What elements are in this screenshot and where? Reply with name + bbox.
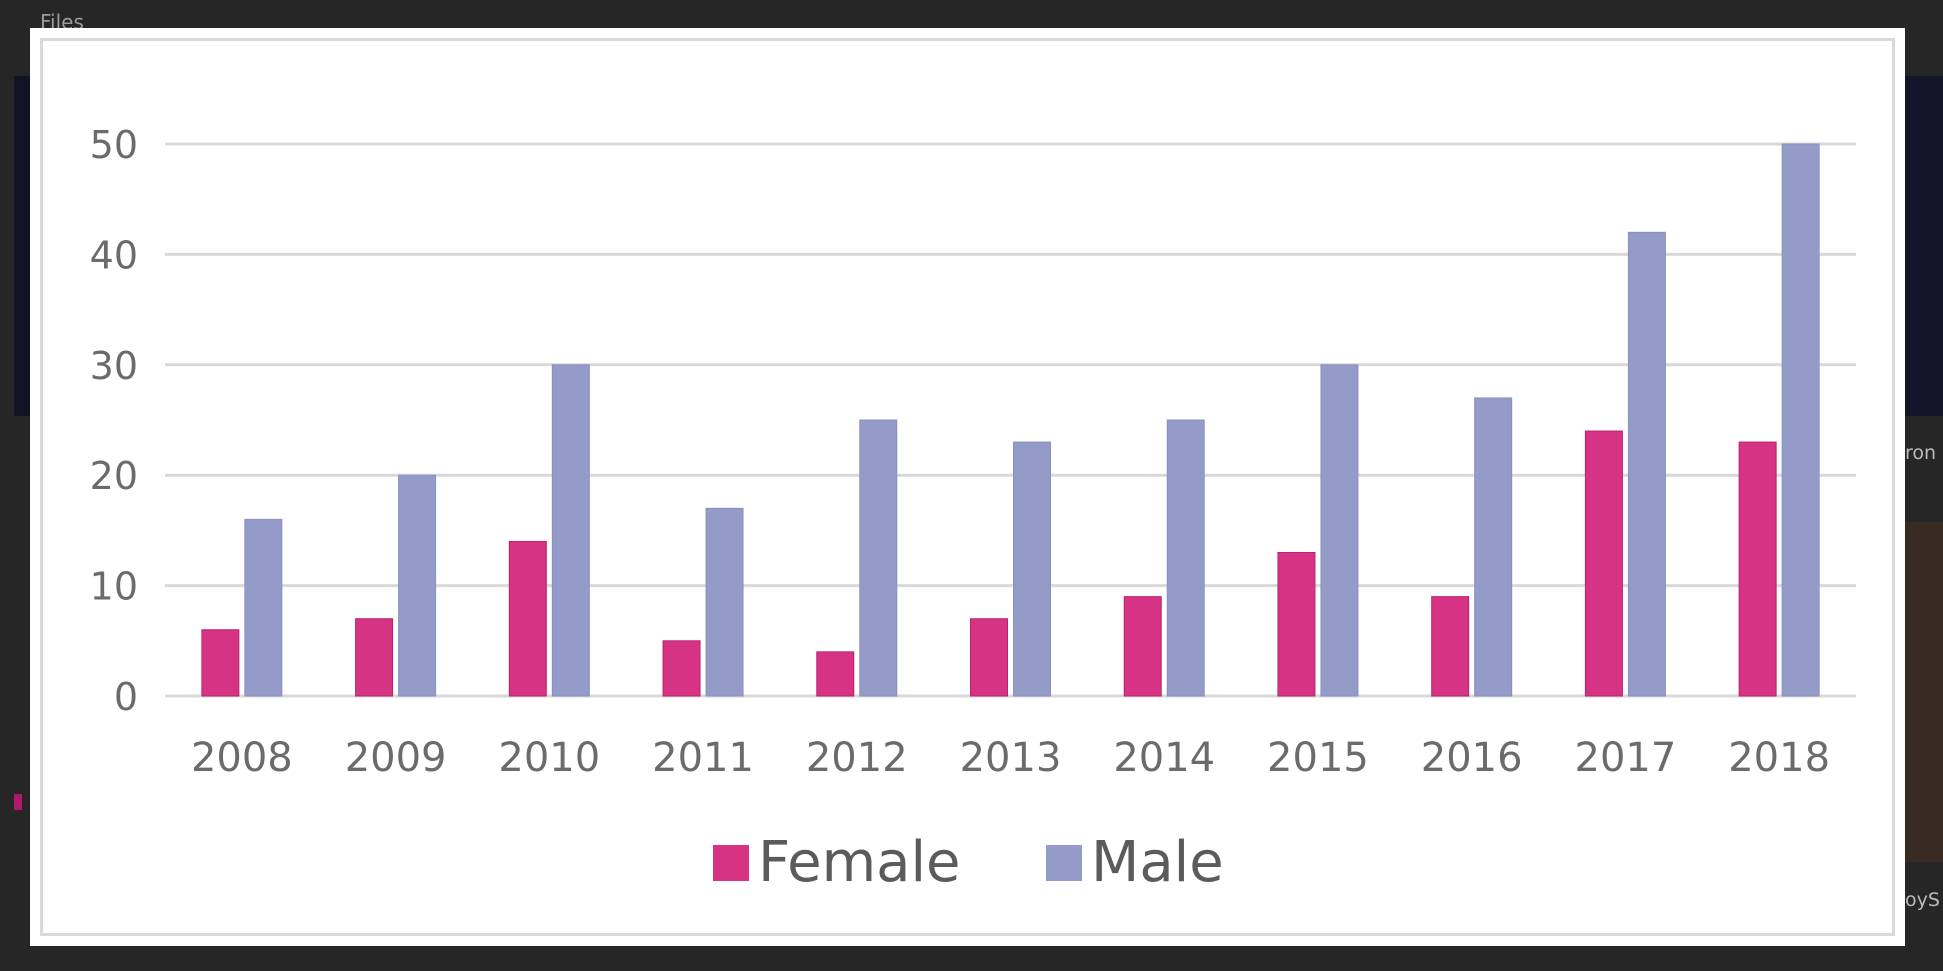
bar-male-2011 xyxy=(705,507,744,697)
background-text-right-2: oyS xyxy=(1905,889,1940,911)
bar-female-2017 xyxy=(1584,430,1623,697)
bar-male-2008 xyxy=(244,518,283,697)
background-text-right-1: ron xyxy=(1905,442,1937,464)
y-tick-label: 40 xyxy=(90,233,138,277)
bar-male-2010 xyxy=(551,364,590,697)
background-thumbnail-right-lower xyxy=(1905,522,1943,862)
bar-male-2018 xyxy=(1781,143,1820,697)
x-tick-label: 2015 xyxy=(1267,735,1369,781)
background-thumbnail-left xyxy=(14,76,34,416)
y-tick-label: 50 xyxy=(90,123,138,167)
bar-female-2015 xyxy=(1277,551,1316,697)
legend-swatch-male xyxy=(1046,845,1082,881)
y-tick-label: 30 xyxy=(90,344,138,388)
y-axis-tick-labels: 0 10 20 30 40 50 xyxy=(90,123,138,719)
x-axis-tick-labels: 2008 2009 2010 2011 2012 2013 2014 2015 2016 2017… xyxy=(191,735,1830,781)
bar-female-2012 xyxy=(816,651,855,697)
background-marker-left xyxy=(14,794,22,810)
x-tick-label: 2011 xyxy=(652,735,754,781)
y-tick-label: 10 xyxy=(90,565,138,609)
x-tick-label: 2018 xyxy=(1728,735,1830,781)
legend: Female Male xyxy=(713,830,1224,895)
bar-male-2012 xyxy=(859,419,898,697)
legend-swatch-female xyxy=(713,845,749,881)
x-tick-label: 2010 xyxy=(498,735,600,781)
bar-chart: 0 10 20 30 40 50 2008 2009 2010 2011 2012 2013 2014… xyxy=(90,123,1856,895)
x-tick-label: 2014 xyxy=(1113,735,1215,781)
bar-female-2011 xyxy=(662,640,701,697)
x-tick-label: 2016 xyxy=(1421,735,1523,781)
bars xyxy=(201,143,1820,697)
bar-female-2016 xyxy=(1431,596,1470,697)
y-tick-label: 20 xyxy=(90,454,138,498)
legend-label-female: Female xyxy=(758,830,960,895)
background-thumbnail-right xyxy=(1905,76,1943,416)
bar-female-2018 xyxy=(1738,441,1777,697)
bar-female-2013 xyxy=(970,618,1008,697)
bar-male-2016 xyxy=(1474,397,1513,697)
bar-female-2009 xyxy=(355,618,394,697)
chart-frame: 0 10 20 30 40 50 2008 2009 2010 2011 2012 2013 2014… xyxy=(40,38,1895,936)
bar-male-2013 xyxy=(1013,441,1051,697)
x-tick-label: 2009 xyxy=(345,735,447,781)
x-tick-label: 2017 xyxy=(1575,735,1677,781)
bar-male-2014 xyxy=(1166,419,1205,697)
y-tick-label: 0 xyxy=(114,675,138,719)
x-tick-label: 2012 xyxy=(806,735,908,781)
bar-female-2008 xyxy=(201,629,240,697)
bar-female-2010 xyxy=(508,540,547,697)
bar-female-2014 xyxy=(1123,596,1162,697)
bar-male-2009 xyxy=(398,474,437,697)
gridlines xyxy=(165,142,1856,698)
bar-male-2017 xyxy=(1627,231,1666,697)
legend-label-male: Male xyxy=(1091,830,1224,895)
x-tick-label: 2013 xyxy=(960,735,1062,781)
x-tick-label: 2008 xyxy=(191,735,293,781)
bar-male-2015 xyxy=(1320,364,1359,697)
